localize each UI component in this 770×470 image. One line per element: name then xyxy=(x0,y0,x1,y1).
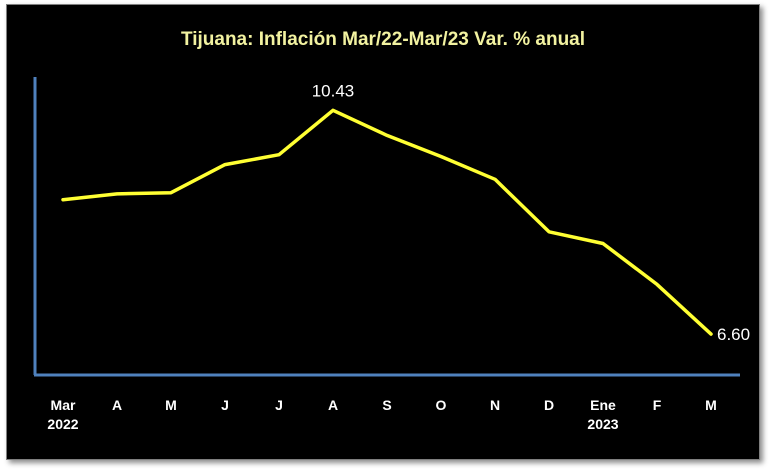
x-tick-label: M xyxy=(705,397,717,413)
chart-frame: Tijuana: Inflación Mar/22-Mar/23 Var. % … xyxy=(6,4,760,460)
x-tick-label: Mar xyxy=(51,397,76,413)
data-label: 10.43 xyxy=(312,81,355,100)
series-line xyxy=(61,108,713,336)
x-tick-year-label: 2022 xyxy=(47,416,78,432)
x-tick-label: J xyxy=(221,397,229,413)
x-tick-label: N xyxy=(490,397,500,413)
x-tick-labels: Mar 2022 A M J J A S O N D Ene 2023 F M xyxy=(47,397,716,432)
x-tick-label: Ene xyxy=(590,397,616,413)
data-label: 6.60 xyxy=(717,325,750,344)
x-tick-label: J xyxy=(275,397,283,413)
x-tick-label: F xyxy=(653,397,662,413)
data-labels: 10.43 6.60 xyxy=(312,81,750,344)
x-tick-label: D xyxy=(544,397,554,413)
x-tick-label: M xyxy=(165,397,177,413)
x-tick-year-label: 2023 xyxy=(587,416,618,432)
x-tick-label: A xyxy=(328,397,338,413)
x-tick-label: S xyxy=(382,397,391,413)
x-tick-label: A xyxy=(112,397,122,413)
chart-title: Tijuana: Inflación Mar/22-Mar/23 Var. % … xyxy=(181,29,585,50)
line-chart: Tijuana: Inflación Mar/22-Mar/23 Var. % … xyxy=(33,29,750,432)
x-tick-label: O xyxy=(436,397,447,413)
